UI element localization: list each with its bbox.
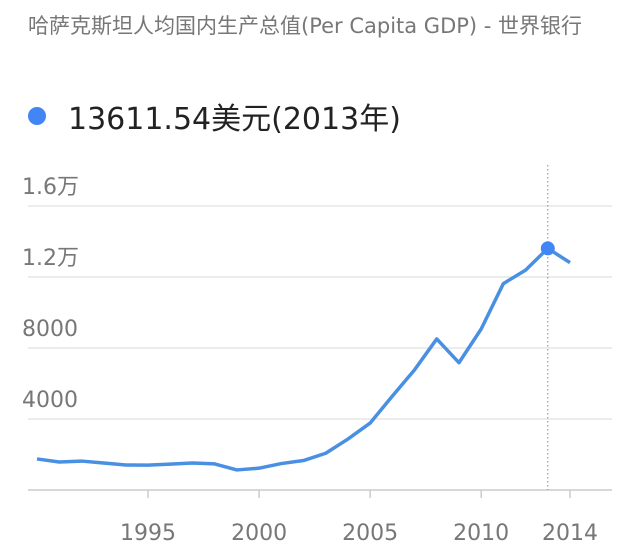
legend-dot (28, 107, 46, 125)
headline-value: 13611.54美元(2013年) (68, 102, 401, 137)
data-line (36, 246, 571, 472)
y-tick-label: 1.2万 (22, 246, 79, 271)
x-tick-label: 2010 (453, 521, 509, 542)
x-tick-label: 1995 (120, 521, 176, 542)
x-tick-label: 2000 (231, 521, 287, 542)
y-tick-label: 1.6万 (22, 175, 79, 200)
marker-point (540, 241, 555, 256)
chart-title: 哈萨克斯坦人均国内生产总值(Per Capita GDP) - 世界银行 (28, 14, 583, 38)
x-tick-label: 2005 (342, 521, 398, 542)
y-tick-label: 4000 (22, 388, 78, 413)
y-tick-label: 8000 (22, 317, 78, 342)
headline: 13611.54美元(2013年) (28, 94, 401, 138)
x-tick-label: 2014 (542, 521, 598, 542)
